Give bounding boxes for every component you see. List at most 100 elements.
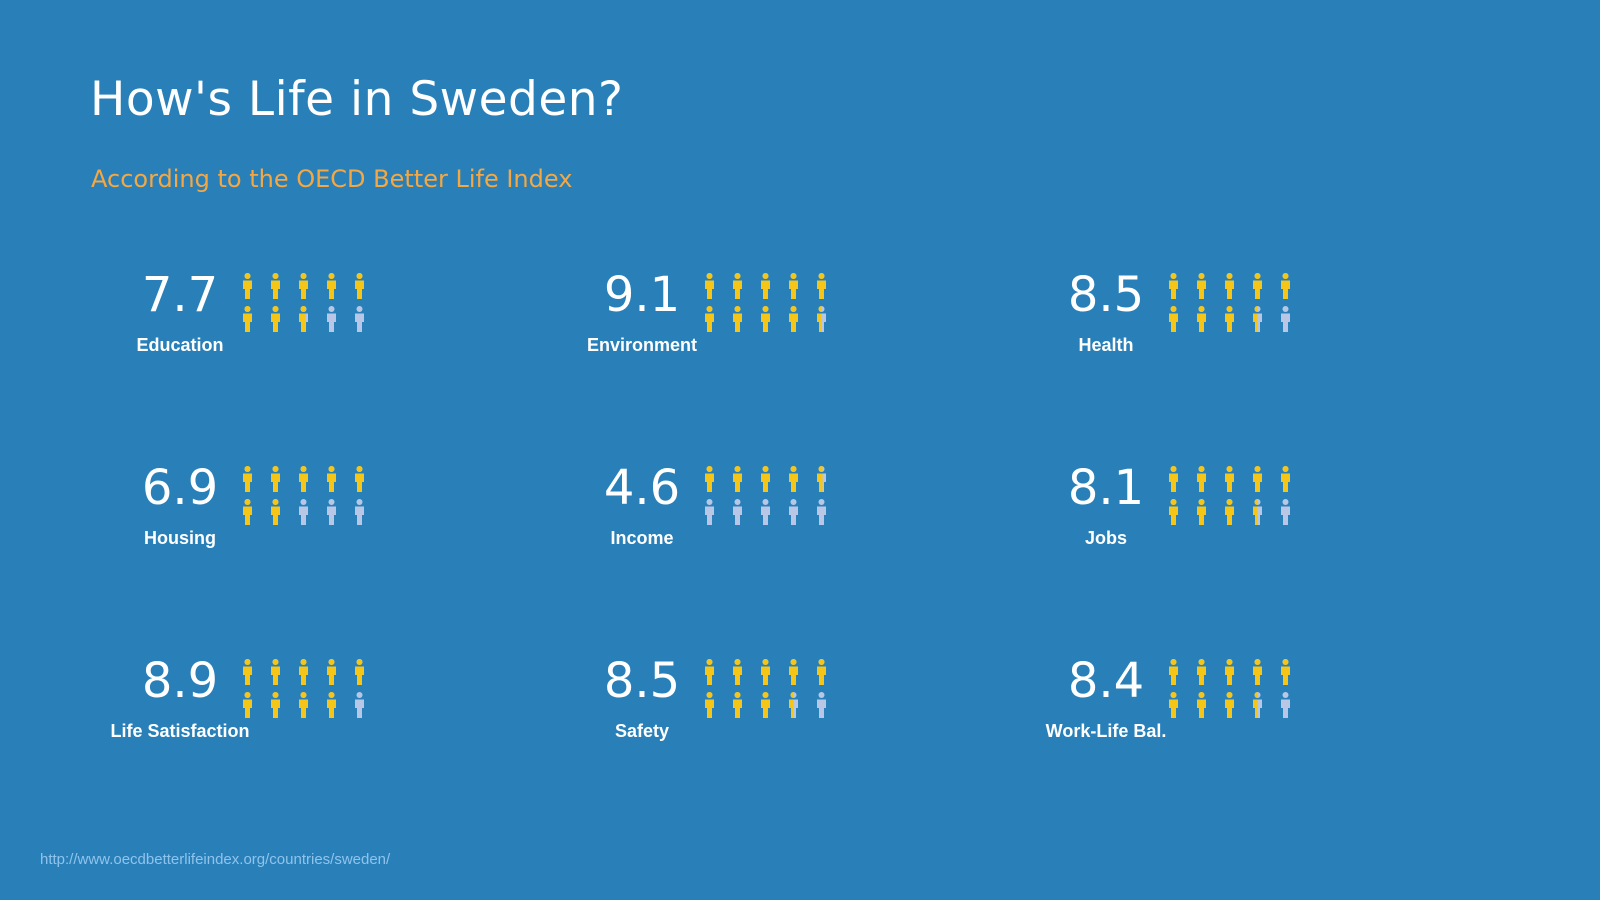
metric-value: 8.5 xyxy=(603,653,681,709)
person-icon xyxy=(705,499,714,525)
person-icon xyxy=(1169,466,1178,492)
person-icon xyxy=(733,499,742,525)
person-icon xyxy=(271,659,280,685)
pictograph-education xyxy=(243,273,364,332)
person-icon xyxy=(355,692,364,718)
person-icon xyxy=(355,659,364,685)
person-icon xyxy=(733,692,742,718)
person-icon xyxy=(705,692,714,718)
chart-subtitle: According to the OECD Better Life Index xyxy=(91,165,573,193)
metric-label: Housing xyxy=(144,528,216,548)
person-icon xyxy=(1253,499,1262,525)
person-icon xyxy=(789,466,798,492)
metric-value: 9.1 xyxy=(603,267,681,323)
person-icon xyxy=(1281,499,1290,525)
person-icon xyxy=(1225,659,1234,685)
metric-value: 7.7 xyxy=(141,267,219,323)
person-icon xyxy=(817,306,826,332)
person-icon xyxy=(1225,692,1234,718)
metric-education: 7.7 Education xyxy=(90,265,550,385)
person-icon xyxy=(1197,499,1206,525)
person-icon xyxy=(271,273,280,299)
person-icon xyxy=(299,466,308,492)
pictograph-work-life-balance xyxy=(1169,659,1290,718)
metric-health: 8.5 Health xyxy=(1016,265,1476,385)
metric-label: Life Satisfaction xyxy=(110,721,250,741)
person-icon xyxy=(705,659,714,685)
pictograph-health xyxy=(1169,273,1290,332)
person-icon xyxy=(1225,306,1234,332)
person-icon xyxy=(1169,499,1178,525)
metric-label: Education xyxy=(136,335,224,355)
person-icon xyxy=(1281,466,1290,492)
person-icon xyxy=(1253,306,1262,332)
source-link[interactable]: http://www.oecdbetterlifeindex.org/count… xyxy=(40,851,391,868)
pictograph-income xyxy=(705,466,826,525)
metric-label: Environment xyxy=(586,335,697,355)
metric-life-satisfaction: 8.9 Life Satisfaction xyxy=(90,651,550,771)
person-icon xyxy=(1169,273,1178,299)
person-icon xyxy=(327,659,336,685)
metric-value: 8.4 xyxy=(1067,653,1145,709)
metric-value: 8.1 xyxy=(1067,460,1145,516)
person-icon xyxy=(705,273,714,299)
person-icon xyxy=(761,306,770,332)
person-icon xyxy=(1253,273,1262,299)
person-icon xyxy=(761,466,770,492)
person-icon xyxy=(1169,306,1178,332)
person-icon xyxy=(327,499,336,525)
metric-value: 4.6 xyxy=(603,460,681,516)
person-icon xyxy=(1197,692,1206,718)
person-icon xyxy=(1197,466,1206,492)
person-icon xyxy=(1225,273,1234,299)
metric-housing: 6.9 Housing xyxy=(90,458,550,578)
person-icon xyxy=(705,466,714,492)
metric-environment: 9.1 Environment xyxy=(552,265,1012,385)
person-icon xyxy=(1197,306,1206,332)
metric-label: Safety xyxy=(614,721,670,741)
metric-value: 8.5 xyxy=(1067,267,1145,323)
metric-value: 8.9 xyxy=(141,653,219,709)
person-icon xyxy=(789,306,798,332)
metric-label: Income xyxy=(610,528,674,548)
person-icon xyxy=(1253,692,1262,718)
person-icon xyxy=(733,659,742,685)
person-icon xyxy=(327,306,336,332)
person-icon xyxy=(789,659,798,685)
person-icon xyxy=(1225,499,1234,525)
metric-label: Jobs xyxy=(1084,528,1127,548)
person-icon xyxy=(817,659,826,685)
person-icon xyxy=(243,659,252,685)
person-icon xyxy=(271,499,280,525)
person-icon xyxy=(1225,466,1234,492)
person-icon xyxy=(817,692,826,718)
metric-value: 6.9 xyxy=(141,460,219,516)
person-icon xyxy=(761,692,770,718)
person-icon xyxy=(355,306,364,332)
person-icon xyxy=(761,659,770,685)
person-icon xyxy=(817,466,826,492)
person-icon xyxy=(327,692,336,718)
pictograph-housing xyxy=(243,466,364,525)
person-icon xyxy=(327,466,336,492)
person-icon xyxy=(761,499,770,525)
person-icon xyxy=(299,499,308,525)
person-icon xyxy=(733,466,742,492)
person-icon xyxy=(243,692,252,718)
person-icon xyxy=(789,273,798,299)
chart-title: How's Life in Sweden? xyxy=(90,72,624,127)
person-icon xyxy=(327,273,336,299)
person-icon xyxy=(1253,659,1262,685)
person-icon xyxy=(1197,659,1206,685)
person-icon xyxy=(1253,466,1262,492)
person-icon xyxy=(299,692,308,718)
person-icon xyxy=(789,499,798,525)
metric-work-life-balance: 8.4 Work-Life Bal. xyxy=(1016,651,1476,771)
pictograph-environment xyxy=(705,273,826,332)
person-icon xyxy=(355,466,364,492)
person-icon xyxy=(243,499,252,525)
person-icon xyxy=(705,306,714,332)
person-icon xyxy=(243,273,252,299)
person-icon xyxy=(817,273,826,299)
metric-safety: 8.5 Safety xyxy=(552,651,1012,771)
